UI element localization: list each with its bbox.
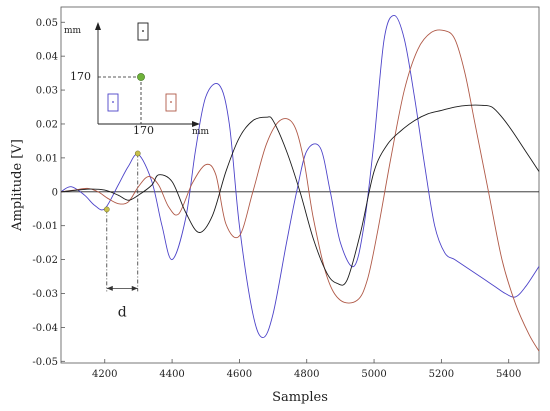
x-tick-label: 4600 xyxy=(227,369,252,380)
x-tick-label: 5000 xyxy=(361,369,386,380)
inset-box-red-dot xyxy=(170,101,172,103)
y-tick-label: 0.02 xyxy=(36,119,58,130)
y-tick-label: 0.04 xyxy=(36,52,58,63)
y-tick-label: -0.04 xyxy=(32,323,58,334)
inset-box-red xyxy=(165,93,177,112)
x-tick-label: 4800 xyxy=(294,369,319,380)
inset-y-arrowhead xyxy=(95,22,101,30)
d-label: d xyxy=(118,304,127,320)
marker-peak xyxy=(134,150,141,157)
y-tick-label: -0.01 xyxy=(32,221,58,232)
inset-y-unit: mm xyxy=(64,26,82,36)
inset-diagram: mm mm 170 170 xyxy=(64,22,210,137)
d-arrowhead-right xyxy=(131,285,138,291)
x-tick-label: 5200 xyxy=(429,369,454,380)
series-red-line xyxy=(60,29,540,352)
d-arrowhead-left xyxy=(106,285,113,291)
inset-box-blue-dot xyxy=(112,101,114,103)
y-tick-label: -0.03 xyxy=(32,289,58,300)
series-layer xyxy=(60,15,540,352)
d-annotation: d xyxy=(106,153,139,320)
inset-x-unit: mm xyxy=(192,127,210,137)
inset-point xyxy=(137,73,145,81)
x-tick-label: 5400 xyxy=(496,369,521,380)
y-tick-label: -0.05 xyxy=(32,357,58,368)
y-tick-label: 0.01 xyxy=(36,153,58,164)
x-axis-ticks: 4200 4400 4600 4800 5000 5200 5400 xyxy=(92,359,521,380)
inset-box-black xyxy=(137,22,149,41)
inset-y-value-label: 170 xyxy=(70,70,91,83)
x-tick-label: 4400 xyxy=(159,369,184,380)
series-black-line xyxy=(60,104,540,286)
x-tick-label: 4200 xyxy=(92,369,117,380)
y-axis-label: Amplitude [V] xyxy=(10,139,25,232)
y-tick-label: -0.02 xyxy=(32,255,58,266)
markers-layer xyxy=(103,150,141,213)
y-tick-label: 0.05 xyxy=(36,18,58,29)
y-axis-ticks: -0.05 -0.04 -0.03 -0.02 -0.01 0 0.01 0.02 0.03 0.… xyxy=(32,18,65,368)
inset-x-value-label: 170 xyxy=(133,124,154,137)
inset-box-blue xyxy=(107,93,119,112)
y-tick-label: 0 xyxy=(52,187,58,198)
plot-frame xyxy=(60,6,540,364)
marker-trough xyxy=(103,206,110,213)
inset-box-black-dot xyxy=(142,30,144,32)
inset-x-arrowhead xyxy=(192,121,200,127)
series-blue-line xyxy=(60,15,540,339)
y-tick-label: 0.03 xyxy=(36,86,58,97)
x-axis-label: Samples xyxy=(272,390,328,405)
